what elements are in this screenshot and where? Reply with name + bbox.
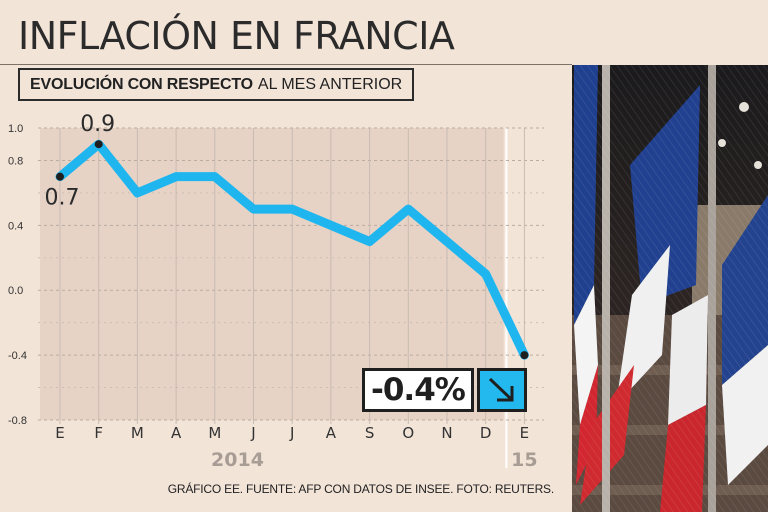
data-label-dot [94,140,103,149]
arrow-down-right-icon [476,368,527,412]
x-tick-label: M [208,424,221,442]
y-tick-label: 0.0 [8,285,23,297]
chart-axes: 1.0 0.8 0.4 0.0 -0.4 -0.8 E F M A M J J A S O N D E 2014 15 [8,123,538,471]
x-tick-label: M [131,424,144,442]
chart-shading [40,128,508,468]
data-label: 0.7 [45,186,80,211]
y-tick-label: -0.4 [8,350,27,362]
y-tick-label: -0.8 [8,415,27,427]
latest-value-callout: -0.4% [362,368,527,412]
callout-value: -0.4% [362,368,474,412]
x-tick-label: E [55,424,64,442]
x-tick-label: A [326,424,337,442]
x-tick-label: S [365,424,375,442]
subtitle-rest: AL MES ANTERIOR [257,75,403,93]
year-label: 15 [511,449,537,471]
data-label-dot [520,351,529,360]
y-tick-label: 0.8 [8,155,23,167]
x-tick-label: N [441,424,452,442]
subtitle-bold: EVOLUCIÓN CON RESPECTO [30,75,253,93]
x-tick-label: A [171,424,182,442]
x-tick-label: J [250,424,255,442]
y-tick-label: 0.4 [8,220,23,232]
x-tick-label: O [402,424,414,442]
x-tick-label: J [289,424,294,442]
french-flags-photo [572,65,768,512]
y-tick-label: 1.0 [8,123,23,135]
x-tick-label: F [94,424,103,442]
x-tick-label: E [520,424,529,442]
x-tick-label: D [480,424,492,442]
page-title: INFLACIÓN EN FRANCIA [18,14,455,58]
chart-labels: 0.7 0.9 [45,112,529,360]
chart-subtitle: EVOLUCIÓN CON RESPECTO AL MES ANTERIOR [18,68,415,101]
data-label: 0.9 [80,112,115,137]
year-label: 2014 [211,449,264,471]
title-divider [0,64,572,65]
source-footer: GRÁFICO EE. FUENTE: AFP CON DATOS DE INS… [167,482,554,496]
data-label-dot [56,172,64,181]
